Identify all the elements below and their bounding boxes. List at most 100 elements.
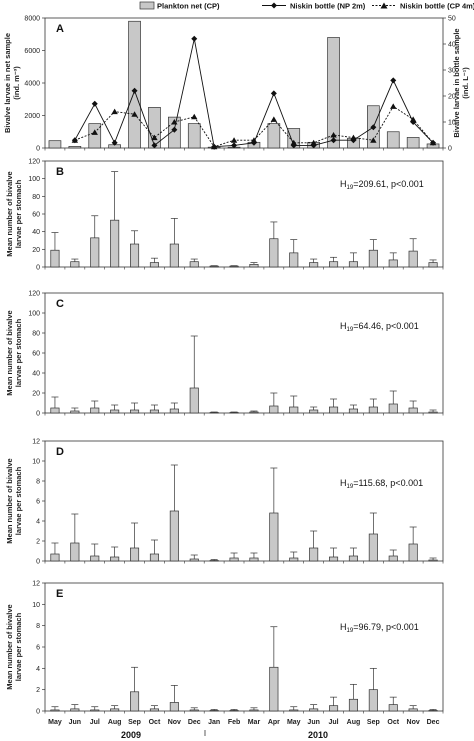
- panel-a-point-niskin4: [370, 137, 377, 143]
- panel-a-point-niskin2: [330, 137, 337, 144]
- panel-d-stat-h: H: [340, 478, 347, 488]
- panel-c-bar: [249, 411, 259, 414]
- panel-d-ytick-label: 10: [32, 459, 40, 466]
- panel-b-bar: [209, 265, 219, 268]
- panel-a-bar: [386, 131, 400, 149]
- panel-b-bar: [90, 237, 100, 268]
- panel-c-bar: [348, 408, 358, 414]
- panel-e-bar: [50, 709, 60, 712]
- panel-b-bar: [309, 262, 319, 268]
- panel-d-bar: [130, 547, 140, 562]
- panel-a-point-niskin4: [71, 137, 79, 143]
- legend-swatch-plankton: [139, 1, 155, 10]
- legend-label-plankton: Plankton net (CP): [157, 2, 220, 11]
- panel-a-point-niskin2: [231, 142, 238, 149]
- panel-c-bar: [408, 407, 418, 414]
- panel-c-stat-df: 19: [347, 327, 354, 333]
- panel-c-ytick-label: 120: [28, 291, 40, 298]
- panel-a-point-niskin4: [111, 108, 118, 115]
- panel-d-bar: [149, 553, 159, 562]
- month-label: May: [48, 719, 62, 726]
- month-label: Jun: [307, 719, 319, 726]
- panel-e-bar: [169, 702, 179, 712]
- panel-c-bar: [130, 409, 140, 414]
- panel-c-bar: [329, 406, 339, 414]
- panel-d-bar: [70, 542, 80, 562]
- panel-d-bar: [408, 543, 418, 562]
- panel-c-bar: [368, 406, 378, 414]
- panel-d-bar: [90, 555, 100, 562]
- panel-e-bar: [428, 710, 438, 712]
- panel-a-point-niskin2: [390, 77, 397, 84]
- panel-b-bar: [149, 262, 159, 268]
- panel-a-point-niskin4: [330, 132, 337, 138]
- panel-e-bar: [408, 708, 418, 712]
- panel-a-ylabel: (ind. m⁻³): [12, 66, 21, 100]
- panel-a-point-niskin4: [390, 103, 397, 109]
- panel-a-point-niskin2: [91, 100, 98, 107]
- panel-d-ylabel: Mean number of bivalve: [5, 458, 14, 543]
- panel-e: 0 2 4 6 8 10 12 Mean number of bivalve larvae pe…: [5, 581, 444, 716]
- panel-e-bar: [289, 709, 299, 712]
- panel-e-bar: [90, 709, 100, 712]
- panel-a-y2tick-label: 10: [448, 120, 456, 127]
- panel-c-bar: [169, 408, 179, 414]
- month-label: Aug: [347, 719, 361, 726]
- panel-a-bar: [267, 123, 281, 149]
- panel-d-bar: [249, 557, 259, 562]
- panel-c-bar: [269, 405, 279, 414]
- panel-b-bar: [269, 238, 279, 268]
- month-label: Mar: [248, 719, 261, 726]
- month-label: Dec: [427, 719, 440, 726]
- panel-d-bar: [388, 555, 398, 562]
- panel-a-letter: A: [56, 23, 64, 35]
- panel-c-bar: [70, 410, 80, 414]
- panel-a-ylabel: Bivalve larvae in net sample: [3, 33, 12, 133]
- panel-b-bar: [50, 249, 60, 268]
- legend-marker-niskin2: [271, 2, 277, 9]
- panel-a-point-niskin4: [210, 143, 218, 150]
- month-label: Sep: [367, 719, 380, 726]
- panel-b: 0 20 40 60 80 100 120 Mean number of bivalve lar…: [5, 159, 444, 272]
- panel-e-bar: [368, 689, 378, 712]
- panel-a-ytick-label: 4000: [24, 81, 40, 88]
- panel-a-ytick-label: 8000: [24, 16, 40, 23]
- panel-b-ytick-label: 40: [32, 229, 40, 236]
- month-label: Jun: [69, 719, 81, 726]
- panel-c-bar: [289, 406, 299, 414]
- panel-e-stat-value: =96.79, p<0.001: [353, 622, 419, 632]
- panel-d-stat: H19=115.68, p<0.001: [340, 478, 423, 490]
- panel-b-ytick-label: 120: [28, 159, 40, 166]
- month-label: Nov: [168, 719, 181, 726]
- panel-a-point-niskin2: [171, 126, 178, 133]
- panel-a-point-niskin4: [310, 139, 317, 146]
- month-label: Dec: [188, 719, 201, 726]
- panel-a-point-niskin4: [290, 139, 297, 146]
- panel-c-frame: [44, 292, 444, 414]
- panel-a-frame: [44, 17, 444, 149]
- panel-c-bar: [388, 403, 398, 414]
- panel-e-bar: [249, 709, 259, 712]
- panel-c-bar: [149, 409, 159, 414]
- panel-b-bar: [110, 219, 120, 268]
- month-label: May: [287, 719, 301, 726]
- panel-d-ytick-label: 8: [36, 479, 40, 486]
- panel-b-stat-df: 19: [347, 185, 354, 191]
- panel-d-ylabel: larvae per stomach: [14, 466, 23, 535]
- panel-a-point-niskin4: [350, 134, 357, 141]
- panel-c-ytick-label: 80: [32, 331, 40, 338]
- panel-d-bar: [329, 556, 339, 562]
- panel-a-point-niskin2: [191, 35, 198, 42]
- month-label: Feb: [228, 719, 240, 726]
- panel-c-bar: [229, 412, 239, 414]
- panel-b-bar: [388, 259, 398, 268]
- panel-e-bar: [229, 710, 239, 712]
- panel-a-y2tick-label: 20: [448, 94, 456, 101]
- panel-e-ytick-label: 4: [36, 666, 40, 673]
- panel-e-bar: [329, 705, 339, 712]
- panel-e-ytick-label: 10: [32, 602, 40, 609]
- panel-b-bar: [189, 261, 199, 268]
- panel-c-bar: [189, 387, 199, 414]
- panel-e-ylabel: Mean number of bivalve: [5, 604, 14, 689]
